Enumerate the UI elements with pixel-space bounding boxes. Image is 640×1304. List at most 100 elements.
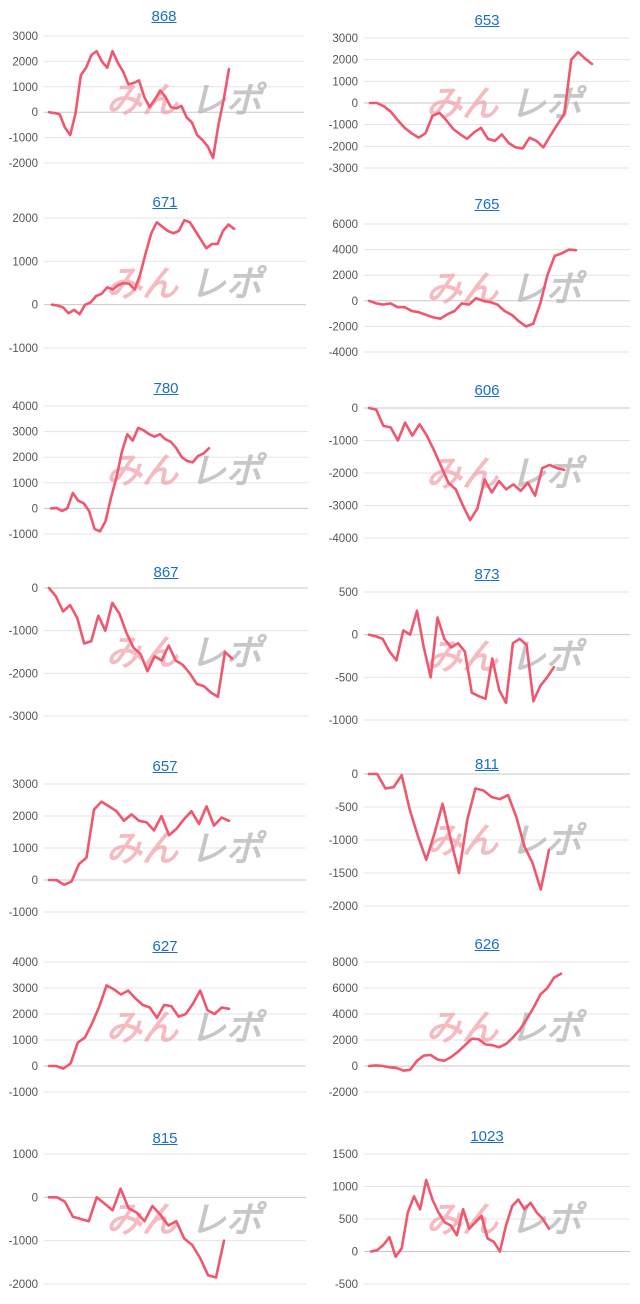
chart-svg: 1000 0 -1000 -2000 みん レポ <box>9 1149 306 1291</box>
series-line <box>47 586 234 699</box>
chart-title-link[interactable]: 765 <box>474 196 500 213</box>
watermark-logo: みん レポ <box>426 1008 588 1049</box>
chart-title-link[interactable]: 627 <box>152 938 178 955</box>
chart-panel-627: 627 4000 3000 2000 1000 0 -1000 みん レポ <box>0 928 320 1112</box>
chart-title-link[interactable]: 867 <box>153 564 179 581</box>
y-tick-label: -2000 <box>329 141 358 153</box>
series-line <box>369 1178 551 1258</box>
y-tick-label: 3000 <box>12 427 38 439</box>
y-tick-label: 6000 <box>332 983 358 995</box>
chart-svg: 8000 6000 4000 2000 0 -2000 みん レポ <box>329 957 630 1099</box>
y-tick-label: -1000 <box>9 626 38 638</box>
chart-title-link[interactable]: 873 <box>474 566 500 583</box>
chart-svg: 1500 1000 500 0 -500 みん レポ <box>332 1149 630 1291</box>
y-tick-label: -500 <box>335 672 358 684</box>
watermark-logo: みん レポ <box>106 829 268 870</box>
y-tick-label: 1500 <box>332 1149 358 1161</box>
watermark-logo: みん レポ <box>426 637 588 678</box>
chart-title-link[interactable]: 815 <box>152 1130 178 1147</box>
y-tick-label: 1000 <box>12 843 38 855</box>
series-line <box>367 248 578 328</box>
y-tick-label: 4000 <box>12 401 38 413</box>
y-tick-label: 500 <box>339 587 358 599</box>
y-tick-label: 4000 <box>332 1009 358 1021</box>
y-tick-label: 0 <box>352 403 358 415</box>
series-line <box>367 406 566 522</box>
y-tick-label: 1000 <box>12 1149 38 1161</box>
y-tick-label: 2000 <box>12 811 38 823</box>
chart-title-link[interactable]: 780 <box>153 380 179 397</box>
y-tick-label: 2000 <box>12 56 38 68</box>
watermark-logo: みん レポ <box>106 1008 268 1049</box>
y-tick-label: 500 <box>339 1214 358 1226</box>
y-tick-label: 8000 <box>332 957 358 969</box>
chart-title-link[interactable]: 657 <box>152 758 178 775</box>
chart-panel-653: 653 3000 2000 1000 0 -1000 -2000 -3000 みん レポ <box>320 0 640 184</box>
series-line <box>47 800 231 887</box>
y-tick-label: -3000 <box>9 711 38 723</box>
y-tick-label: 1000 <box>12 1035 38 1047</box>
chart-title-link[interactable]: 1023 <box>470 1128 504 1145</box>
y-tick-label: 0 <box>352 1061 358 1073</box>
y-tick-label: -1000 <box>9 529 38 541</box>
y-tick-label: 0 <box>32 503 38 515</box>
watermark-logo: みん レポ <box>426 1200 588 1241</box>
y-tick-label: 0 <box>352 769 358 781</box>
y-tick-label: -1000 <box>329 835 358 847</box>
watermark-logo: みん レポ <box>106 1200 268 1241</box>
y-tick-label: -1000 <box>9 1087 38 1099</box>
chart-title-link[interactable]: 811 <box>475 756 499 773</box>
y-tick-label: 0 <box>352 296 358 308</box>
y-tick-label: 6000 <box>332 219 358 231</box>
chart-panel-606: 606 0 -1000 -2000 -3000 -4000 みん レポ <box>320 372 640 556</box>
y-tick-label: 0 <box>352 98 358 110</box>
chart-panel-811: 811 0 -500 -1000 -1500 -2000 みん レポ <box>320 750 640 934</box>
y-tick-label: 2000 <box>332 55 358 67</box>
y-tick-label: -4000 <box>329 347 358 359</box>
chart-svg: 3000 2000 1000 0 -1000 みん レポ <box>9 779 306 919</box>
y-tick-label: -1500 <box>329 868 358 880</box>
y-tick-label: 1000 <box>12 82 38 94</box>
y-tick-label: -3000 <box>329 501 358 513</box>
chart-panel-780: 780 4000 3000 2000 1000 0 -1000 みん レポ <box>0 372 320 556</box>
y-tick-label: -1000 <box>329 436 358 448</box>
y-tick-label: 3000 <box>12 779 38 791</box>
y-tick-label: 3000 <box>12 983 38 995</box>
chart-panel-657: 657 3000 2000 1000 0 -1000 みん レポ <box>0 750 320 934</box>
series-line <box>367 772 551 891</box>
y-tick-label: -2000 <box>9 1279 38 1291</box>
y-tick-label: 1000 <box>332 1182 358 1194</box>
y-tick-label: -1000 <box>329 715 358 727</box>
y-tick-label: -2000 <box>9 158 38 170</box>
y-tick-label: -500 <box>335 1279 358 1291</box>
y-tick-label: -2000 <box>329 321 358 333</box>
chart-panel-873: 873 500 0 -500 -1000 みん レポ <box>320 556 640 740</box>
y-tick-label: -3000 <box>329 163 358 175</box>
y-tick-label: 0 <box>32 875 38 887</box>
y-tick-label: -500 <box>335 802 358 814</box>
series-line <box>47 49 231 160</box>
chart-panel-671: 671 2000 1000 0 -1000 みん レポ <box>0 188 320 372</box>
watermark-logo: みん レポ <box>426 84 588 125</box>
chart-title-link[interactable]: 626 <box>474 936 500 953</box>
y-tick-label: 0 <box>32 1061 38 1073</box>
y-tick-label: 4000 <box>332 245 358 257</box>
chart-panel-765: 765 6000 4000 2000 0 -2000 -4000 みん レポ <box>320 188 640 372</box>
chart-title-link[interactable]: 868 <box>151 8 177 25</box>
y-tick-label: -1000 <box>9 907 38 919</box>
chart-title-link[interactable]: 653 <box>474 12 500 29</box>
chart-title-link[interactable]: 671 <box>152 194 178 211</box>
chart-title-link[interactable]: 606 <box>474 382 500 399</box>
y-tick-label: 0 <box>32 1192 38 1204</box>
y-tick-label: -2000 <box>9 668 38 680</box>
y-tick-label: 2000 <box>332 270 358 282</box>
watermark-logo: みん レポ <box>106 633 268 674</box>
y-tick-label: 2000 <box>12 452 38 464</box>
series-line <box>367 972 563 1072</box>
